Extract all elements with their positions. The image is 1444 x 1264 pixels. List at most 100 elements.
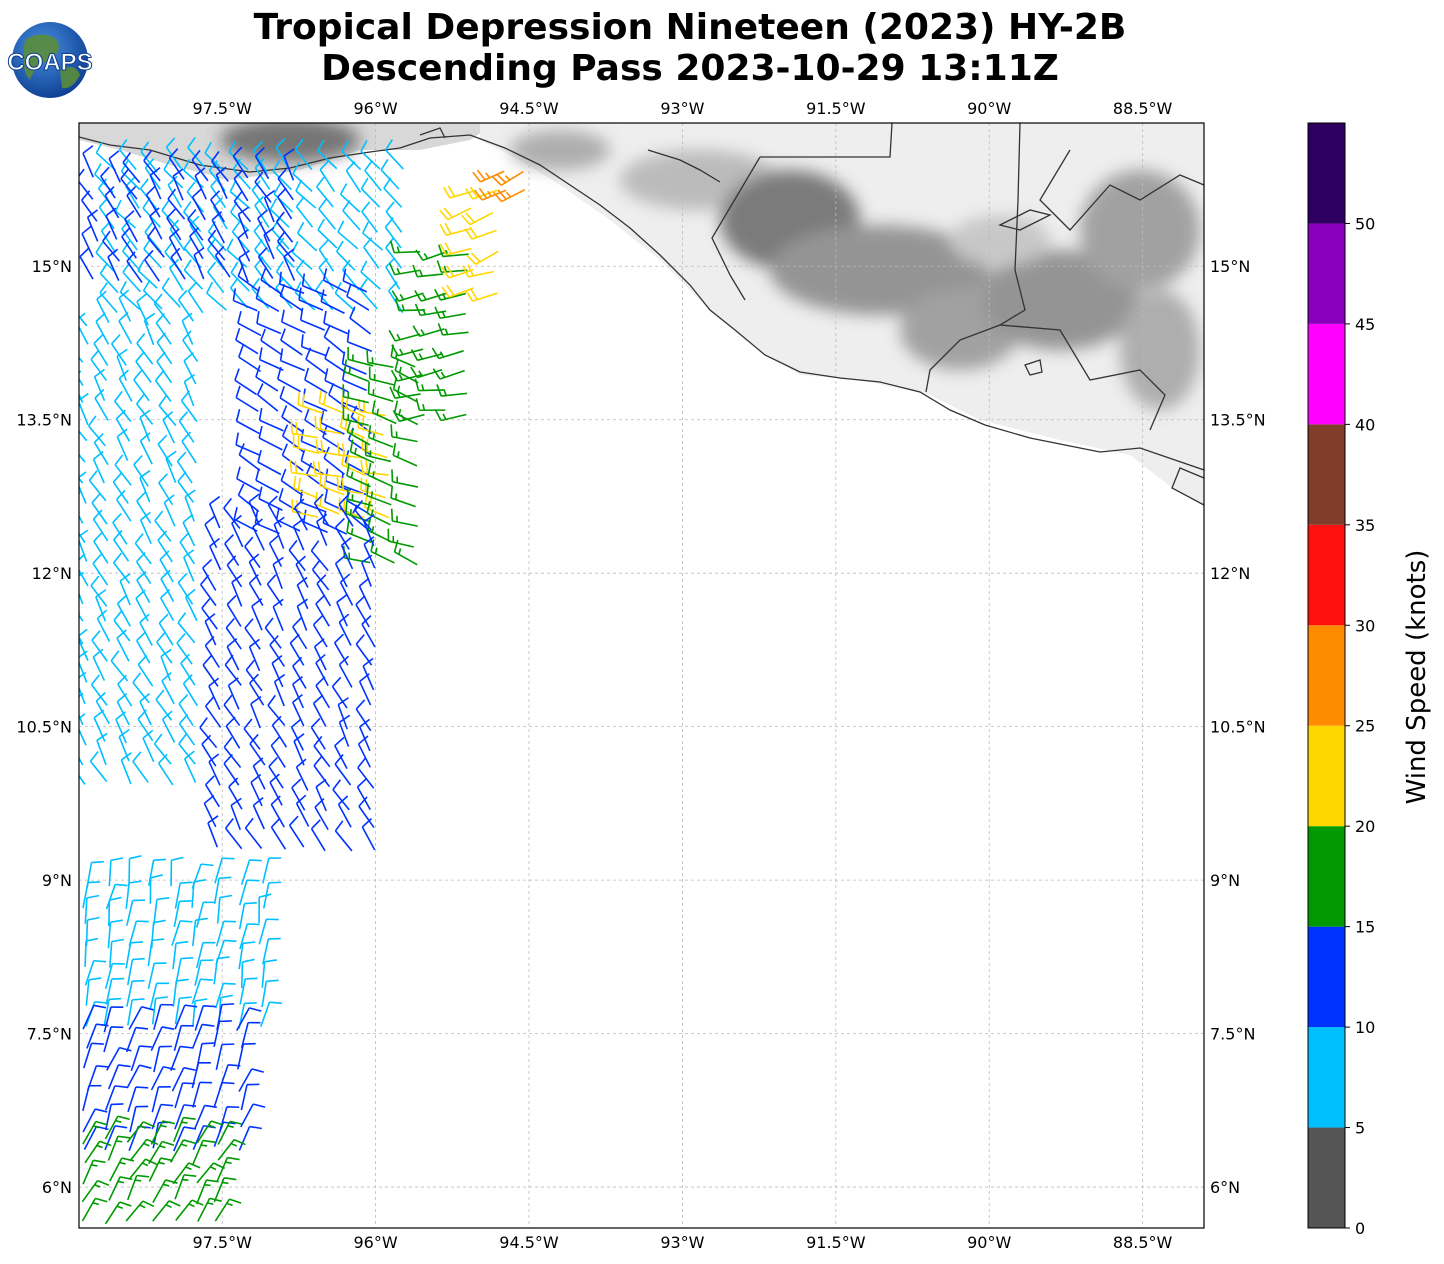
- wind-barb: [167, 175, 183, 208]
- wind-barbs: [79, 136, 526, 1225]
- wind-barb: [355, 595, 370, 628]
- wind-barb: [79, 692, 84, 726]
- wind-barb: [304, 367, 328, 394]
- wind-barb: [371, 400, 397, 425]
- wind-barb: [214, 1198, 242, 1222]
- wind-barb: [207, 815, 219, 848]
- wind-barb: [85, 977, 102, 1006]
- wind-barb: [364, 160, 382, 192]
- wind-barb: [149, 207, 163, 240]
- wind-barb: [332, 779, 350, 811]
- wind-barb: [237, 206, 249, 239]
- wind-barb: [472, 169, 505, 183]
- wind-barb: [99, 282, 118, 313]
- wind-barb: [355, 699, 372, 732]
- wind-barb: [312, 460, 341, 478]
- wind-barb: [391, 469, 419, 488]
- wind-barb: [126, 899, 146, 926]
- wind-barb: [179, 532, 196, 565]
- wind-barb: [191, 878, 207, 908]
- wind-barb: [113, 610, 131, 642]
- wind-barb: [362, 221, 383, 251]
- lat-tick-label-left: 13.5°N: [16, 411, 72, 430]
- wind-barb: [391, 290, 424, 302]
- map-panel: 97.5°W 97.5°W 96°W 96°W 94.5°W 94.5°W 93°W 93°W…: [16, 99, 1265, 1252]
- wind-barb: [93, 368, 106, 402]
- wind-barb: [92, 648, 106, 681]
- wind-barb: [292, 656, 307, 689]
- wind-barb: [310, 717, 326, 750]
- wind-barb: [239, 923, 260, 950]
- wind-barb: [160, 588, 175, 622]
- lon-tick-label-top: 97.5°W: [192, 99, 252, 118]
- wind-barb: [166, 208, 182, 241]
- wind-barb: [170, 247, 186, 280]
- lat-tick-label-right: 13.5°N: [1210, 411, 1266, 430]
- wind-barb: [342, 199, 361, 231]
- wind-barb: [155, 689, 173, 721]
- wind-barb: [357, 735, 371, 768]
- wind-barb: [257, 449, 282, 476]
- wind-barb: [248, 573, 264, 606]
- wind-barb: [303, 509, 328, 534]
- wind-barb: [174, 1004, 198, 1030]
- wind-barb: [88, 470, 107, 502]
- wind-barb: [115, 409, 131, 442]
- wind-barb: [128, 920, 149, 947]
- wind-barb: [174, 996, 192, 1025]
- wind-barb: [158, 473, 174, 506]
- wind-barb: [339, 183, 361, 213]
- lat-tick-label-left: 10.5°N: [16, 718, 72, 737]
- wind-barb: [367, 462, 393, 487]
- wind-barb: [293, 475, 319, 499]
- wind-barb: [238, 443, 261, 472]
- wind-barb: [114, 454, 132, 486]
- wind-barb: [79, 613, 84, 622]
- wind-barb: [207, 229, 226, 261]
- wind-barb: [213, 1020, 232, 1047]
- wind-barb: [337, 220, 359, 250]
- wind-barb: [235, 1007, 262, 1032]
- wind-barb: [248, 493, 261, 526]
- wind-barb: [272, 598, 284, 632]
- wind-barb: [254, 171, 272, 203]
- wind-barb: [295, 196, 314, 228]
- wind-barb: [223, 753, 240, 786]
- wind-barb: [227, 677, 240, 710]
- wind-barb: [334, 517, 350, 550]
- wind-barb: [192, 917, 208, 947]
- wind-barb: [94, 388, 109, 421]
- wind-barb: [176, 633, 193, 665]
- wind-barb: [169, 219, 186, 252]
- wind-barb: [108, 857, 124, 887]
- wind-barb: [133, 454, 149, 487]
- wind-barb: [124, 210, 138, 243]
- border-guatemala-mexico-west: [711, 156, 761, 301]
- wind-barb: [213, 876, 232, 905]
- wind-barb: [292, 162, 313, 192]
- wind-barb: [118, 728, 130, 762]
- wind-barb: [316, 574, 332, 607]
- wind-barb: [211, 211, 225, 244]
- wind-barb: [385, 257, 401, 290]
- wind-barb: [208, 677, 221, 710]
- wind-barb: [187, 209, 204, 241]
- wind-barb: [172, 168, 184, 201]
- wind-barb: [324, 346, 348, 374]
- wind-barb: [331, 676, 348, 709]
- wind-barb: [147, 226, 165, 258]
- wind-barb: [389, 263, 421, 276]
- wind-barb: [104, 186, 120, 219]
- wind-barb: [184, 588, 198, 622]
- wind-barb: [168, 228, 183, 261]
- wind-barb: [434, 288, 467, 301]
- wind-barb: [224, 534, 240, 567]
- wind-barb: [257, 247, 274, 279]
- wind-barb: [96, 290, 110, 323]
- wind-barb: [144, 158, 161, 190]
- wind-barb: [79, 312, 89, 345]
- wind-barb: [92, 553, 109, 586]
- wind-barb: [79, 650, 88, 683]
- colorbar-bin: [1308, 1027, 1345, 1128]
- wind-barb: [195, 941, 216, 969]
